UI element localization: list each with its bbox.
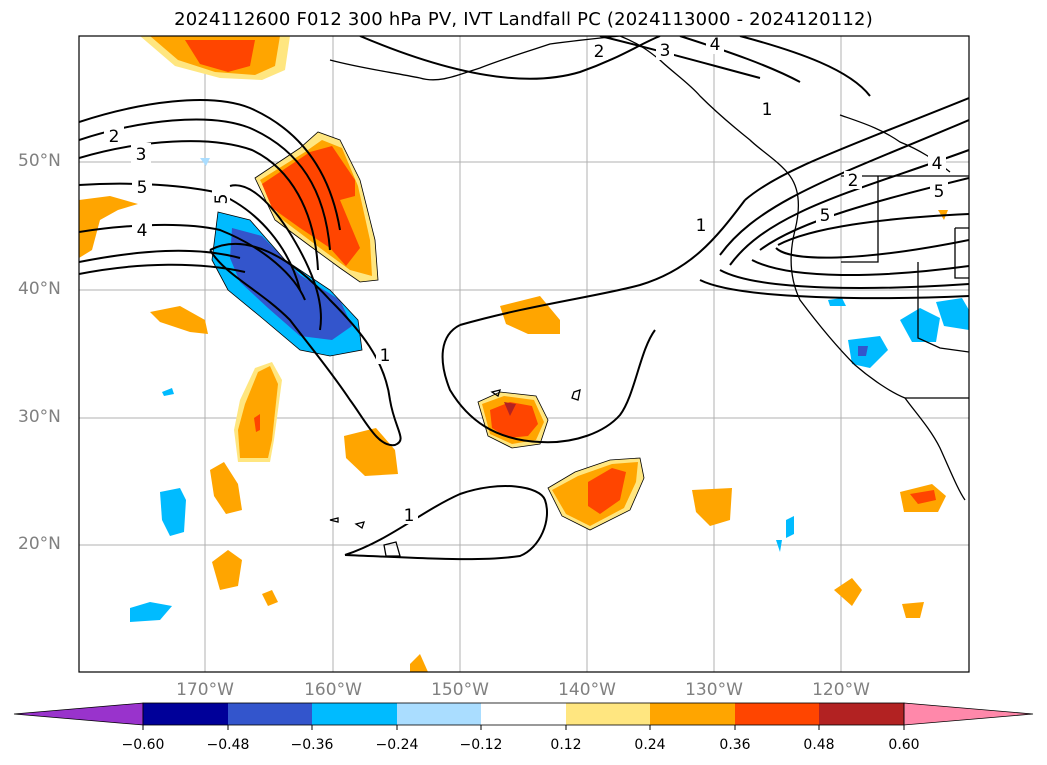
contour-label: 1 [380,346,391,366]
colorbar-tick-label: −0.36 [290,737,334,753]
colorbar-tick-label: 0.36 [719,737,751,753]
colorbar-tick-label: 0.12 [550,737,582,753]
coastlines [329,36,969,557]
colorbar-extend-high [903,702,1034,726]
pv-positive-shading [79,36,948,672]
colorbar-segment [566,703,650,725]
contour-label: 3 [136,145,147,165]
contour-label: 4 [932,154,943,174]
lon-label: 140°W [558,680,616,700]
contour-labels: 2 3 5 4 5 1 1 1 1 2 5 4 5 2 [104,35,948,526]
contour-label: 2 [848,171,859,191]
contour-label: 5 [820,206,831,226]
contour-label: 1 [696,216,707,236]
contour-label: 4 [710,35,721,55]
colorbar-segment [228,703,312,725]
contour-label: 1 [404,506,415,526]
colorbar-segment [143,703,228,725]
colorbar-tick-label: 0.48 [803,737,835,753]
contour-label: 5 [212,194,232,205]
gridlines [79,36,969,672]
lon-label: 130°W [685,680,743,700]
lon-label: 160°W [304,680,362,700]
lon-label: 150°W [431,680,489,700]
colorbar-segment [735,703,819,725]
shading-outlines [211,131,645,531]
lon-label: 170°W [176,680,234,700]
colorbar-tick-label: 0.60 [888,737,920,753]
colorbar-segment [312,703,397,725]
colorbar-tick-label: −0.48 [206,737,250,753]
contour-label: 5 [137,178,148,198]
lon-label: 120°W [812,680,870,700]
colorbar-segment [481,703,566,725]
map-title: 2024112600 F012 300 hPa PV, IVT Landfall… [174,9,873,30]
lat-label: 20°N [18,534,61,554]
colorbar-tick-label: −0.24 [375,737,419,753]
lat-label: 30°N [18,407,61,427]
colorbar-segment [819,703,904,725]
contour-label: 2 [594,42,605,62]
contour-label: 2 [109,127,120,147]
contour-label: 3 [660,41,671,61]
lat-label: 50°N [18,151,61,171]
colorbar-tick-label: 0.24 [634,737,666,753]
colorbar-segment [650,703,735,725]
colorbar [13,702,1034,730]
contour-label: 1 [762,100,773,120]
lat-label: 40°N [18,279,61,299]
colorbar-segment [397,703,481,725]
colorbar-tick-label: −0.12 [459,737,503,753]
map-frame [78,35,970,673]
contour-label: 5 [934,182,945,202]
colorbar-extend-low [13,702,144,726]
colorbar-tick-label: −0.60 [121,737,165,753]
contour-label: 4 [137,221,148,241]
